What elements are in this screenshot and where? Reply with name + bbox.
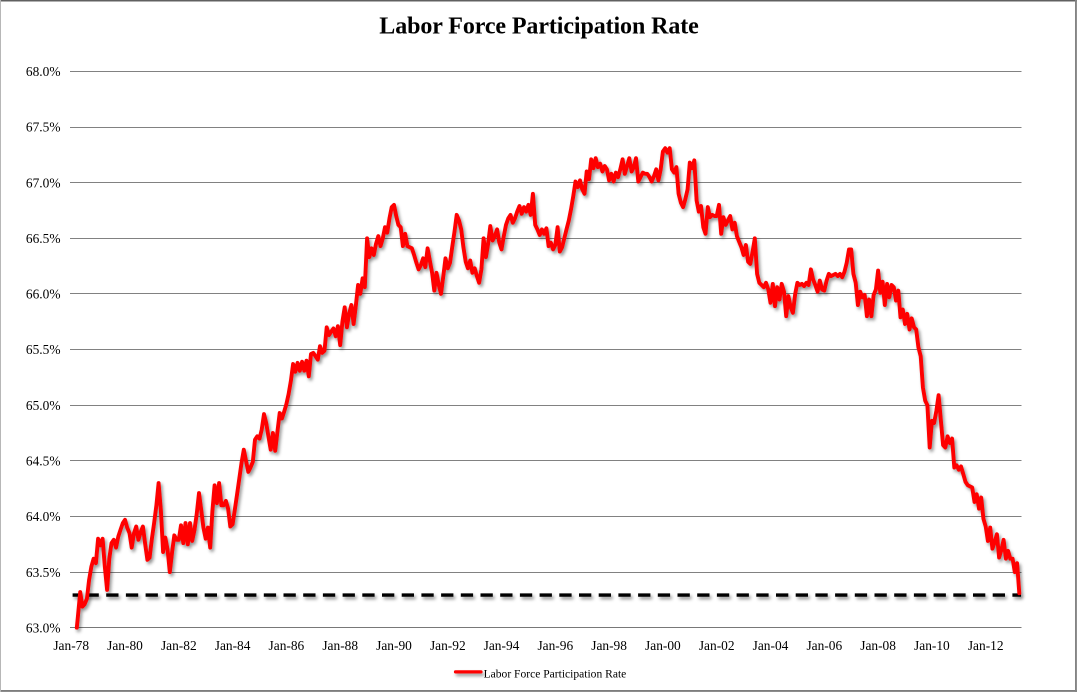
svg-text:Jan-92: Jan-92 — [430, 638, 466, 653]
svg-text:67.0%: 67.0% — [26, 175, 61, 190]
svg-text:Jan-98: Jan-98 — [591, 638, 627, 653]
svg-text:65.0%: 65.0% — [26, 398, 61, 413]
svg-text:64.0%: 64.0% — [26, 509, 61, 524]
svg-text:64.5%: 64.5% — [26, 454, 61, 469]
svg-text:Jan-00: Jan-00 — [645, 638, 681, 653]
svg-text:66.0%: 66.0% — [26, 287, 61, 302]
svg-text:Jan-08: Jan-08 — [860, 638, 896, 653]
svg-text:Labor Force Participation Rate: Labor Force Participation Rate — [484, 668, 627, 680]
svg-text:Jan-12: Jan-12 — [968, 638, 1004, 653]
svg-text:Jan-94: Jan-94 — [484, 638, 520, 653]
svg-text:Jan-80: Jan-80 — [107, 638, 143, 653]
svg-text:Jan-90: Jan-90 — [376, 638, 412, 653]
svg-text:Jan-06: Jan-06 — [806, 638, 842, 653]
svg-text:65.5%: 65.5% — [26, 342, 61, 357]
svg-text:Jan-86: Jan-86 — [269, 638, 305, 653]
svg-text:66.5%: 66.5% — [26, 231, 61, 246]
svg-text:63.5%: 63.5% — [26, 565, 61, 580]
svg-text:Jan-82: Jan-82 — [161, 638, 197, 653]
svg-text:Jan-04: Jan-04 — [753, 638, 789, 653]
svg-text:68.0%: 68.0% — [26, 64, 61, 79]
svg-text:Jan-10: Jan-10 — [914, 638, 950, 653]
svg-text:Jan-88: Jan-88 — [322, 638, 358, 653]
svg-text:Jan-96: Jan-96 — [537, 638, 573, 653]
svg-text:Jan-02: Jan-02 — [699, 638, 735, 653]
svg-text:Jan-78: Jan-78 — [53, 638, 89, 653]
svg-text:Labor Force Participation Rate: Labor Force Participation Rate — [379, 13, 699, 39]
svg-text:67.5%: 67.5% — [26, 120, 61, 135]
svg-text:63.0%: 63.0% — [26, 620, 61, 635]
svg-text:Jan-84: Jan-84 — [215, 638, 251, 653]
